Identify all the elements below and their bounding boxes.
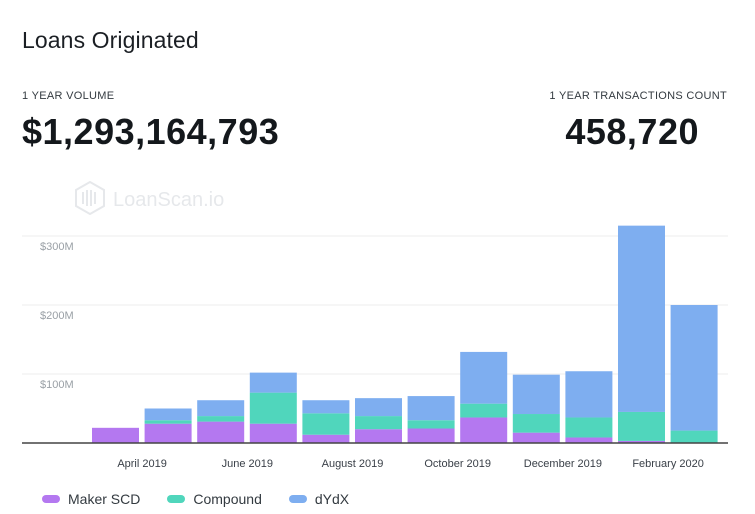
transactions-count-label: 1 YEAR TRANSACTIONS COUNT (549, 90, 727, 102)
volume-value: $1,293,164,793 (22, 111, 280, 152)
loanscan-logo-icon (75, 180, 105, 220)
bar-segment (355, 416, 402, 430)
bar-segment (460, 351, 508, 404)
x-tick-label: June 2019 (222, 458, 273, 470)
y-tick-label: $200M (40, 310, 74, 322)
page-title: Loans Originated (22, 27, 199, 53)
loans-chart: $100M $200M $300M April 2019 June 2019 August… (22, 225, 728, 470)
bar-segment (144, 408, 192, 421)
bar-segment (407, 396, 455, 421)
legend-label-compound: Compound (193, 491, 262, 507)
bar-segment (302, 400, 350, 414)
bar-segment (355, 429, 402, 443)
x-tick-label: October 2019 (424, 458, 491, 470)
bar-segment (618, 411, 665, 441)
bar-segment (197, 421, 245, 443)
bar-segment (565, 417, 613, 438)
bar-segment (670, 430, 718, 443)
legend-swatch-maker (42, 495, 60, 503)
bar-segment (144, 423, 192, 443)
x-tick-label: February 2020 (632, 458, 704, 470)
bar-segment (512, 414, 560, 433)
legend-label-dydx: dYdX (314, 491, 350, 507)
bar-segment (302, 413, 350, 435)
bar-segment (197, 416, 245, 422)
chart-legend: Maker SCD Compound dYdX (42, 491, 376, 507)
bar-segment (618, 440, 665, 443)
bar-segment (618, 225, 665, 412)
bar-segment (565, 437, 613, 443)
legend-swatch-compound (167, 495, 186, 503)
legend-label-maker: Maker SCD (68, 491, 141, 507)
bar-segment (512, 432, 560, 443)
y-tick-label: $100M (40, 379, 74, 391)
y-tick-label: $300M (40, 241, 74, 253)
legend-item-dydx[interactable]: dYdX (288, 491, 350, 507)
bar-segment (249, 392, 297, 424)
bar-segment (670, 305, 718, 431)
watermark: LoanScan.io (75, 180, 225, 220)
bar-segment (249, 372, 297, 393)
legend-item-compound[interactable]: Compound (167, 491, 262, 507)
x-tick-label: August 2019 (322, 458, 384, 470)
legend-item-maker[interactable]: Maker SCD (42, 491, 140, 507)
bar-segment (407, 428, 455, 443)
bar-segment (355, 398, 402, 417)
bar-segment (565, 371, 613, 418)
bar-segment (302, 434, 350, 443)
bar-segment (197, 400, 245, 417)
bar-segment (512, 374, 560, 415)
x-tick-label: December 2019 (524, 458, 602, 470)
x-tick-label: April 2019 (117, 458, 167, 470)
bar-segment (144, 420, 192, 424)
bar-segment (407, 420, 455, 429)
watermark-text: LoanScan.io (113, 189, 225, 211)
volume-label: 1 YEAR VOLUME (22, 90, 115, 102)
bar-segment (92, 427, 139, 443)
bar-segment (460, 417, 508, 443)
legend-swatch-dydx (288, 495, 307, 503)
transactions-count-value: 458,720 (565, 111, 699, 152)
bar-segment (460, 403, 508, 418)
bar-segment (249, 423, 297, 443)
